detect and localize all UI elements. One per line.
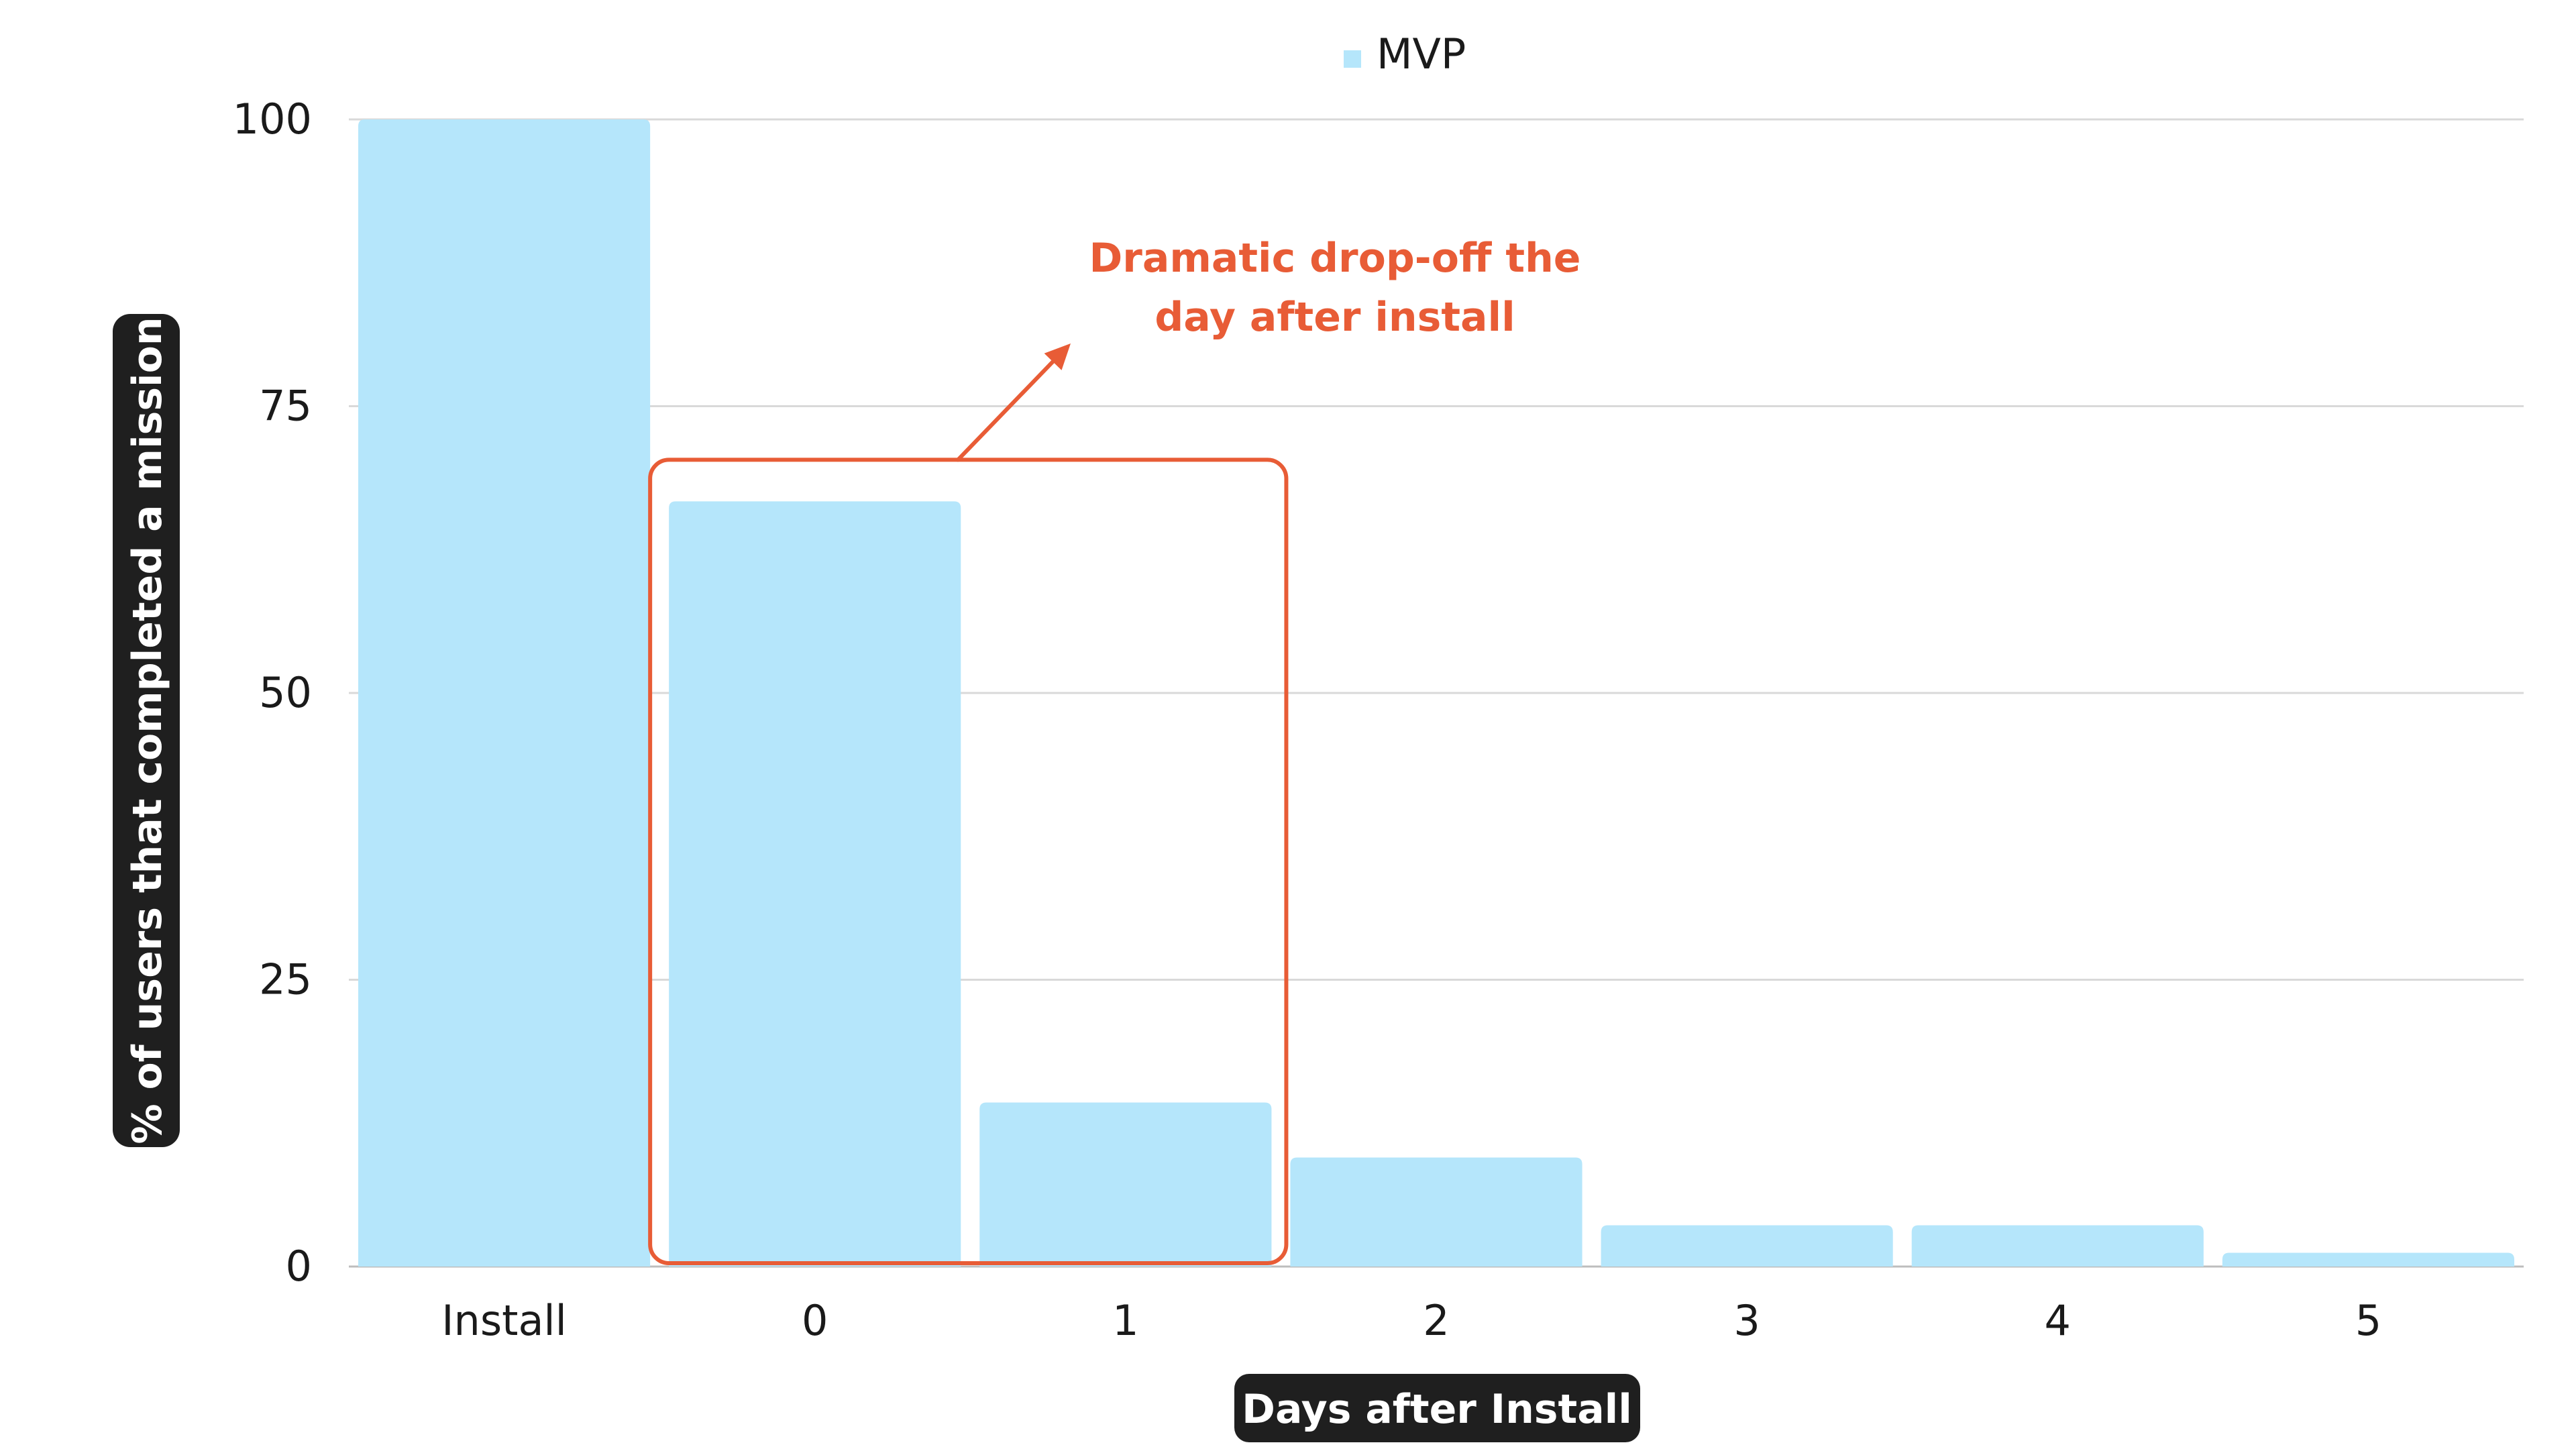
- x-tick-label-1: 1: [1112, 1296, 1138, 1345]
- bar-0: [669, 501, 961, 1267]
- y-tick-label-100: 100: [233, 95, 312, 144]
- bar-1: [979, 1102, 1272, 1267]
- y-axis-title-text: % of users that completed a mission: [124, 317, 171, 1144]
- annotation-text-line-2: day after install: [1155, 294, 1515, 341]
- x-tick-label-0: 0: [802, 1296, 828, 1345]
- x-tick-label-5: 5: [2355, 1296, 2381, 1345]
- x-axis-title-background: [1234, 1374, 1640, 1442]
- legend: MVP: [1344, 30, 1466, 78]
- bar-install: [358, 119, 651, 1267]
- annotation-arrow: [956, 348, 1066, 462]
- x-axis-title: Days after Install: [1234, 1374, 1640, 1442]
- annotation-arrow-head: [1044, 343, 1071, 370]
- legend-swatch: [1344, 50, 1361, 68]
- y-axis-title: % of users that completed a mission: [113, 314, 180, 1147]
- highlight-box: [648, 458, 1289, 1265]
- bar-3: [1601, 1225, 1893, 1267]
- x-axis-title-text: Days after Install: [1242, 1386, 1632, 1433]
- x-tick-label-4: 4: [2045, 1296, 2071, 1345]
- y-axis-ticks: 0 25 50 75 100: [233, 95, 312, 1291]
- annotation-text-line-1: Dramatic drop-off the: [1089, 235, 1580, 282]
- y-tick-label-0: 0: [286, 1242, 312, 1291]
- x-axis-ticks: Install 0 1 2 3 4 5: [441, 1296, 2381, 1345]
- bar-2: [1290, 1157, 1582, 1267]
- bar-5: [2222, 1252, 2514, 1267]
- x-tick-label-2: 2: [1423, 1296, 1449, 1345]
- y-axis-title-background: [113, 314, 180, 1147]
- bars: [358, 119, 2514, 1267]
- y-tick-label-50: 50: [259, 668, 312, 717]
- x-tick-label-3: 3: [1733, 1296, 1760, 1345]
- x-tick-label-install: Install: [441, 1296, 567, 1345]
- bar-4: [1911, 1225, 2204, 1267]
- legend-label: MVP: [1377, 30, 1466, 78]
- y-tick-label-75: 75: [259, 382, 312, 431]
- annotation: Dramatic drop-off the day after install: [648, 235, 1581, 1265]
- y-tick-label-25: 25: [259, 955, 312, 1004]
